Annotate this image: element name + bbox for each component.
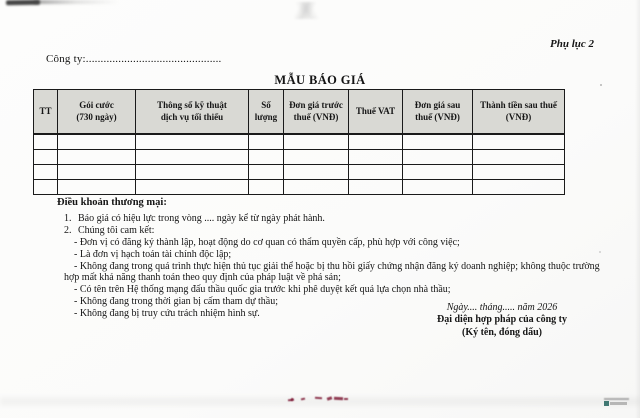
- term-item-2: 2. Chúng tôi cam kết:: [64, 225, 605, 237]
- commitment-item: - Không đang trong quá trình thực hiện t…: [64, 260, 600, 284]
- scan-speck: [599, 251, 601, 253]
- commitment-list: - Đơn vị có đăng ký thành lập, hoạt động…: [64, 237, 605, 320]
- signature-representative-title: Đại diện hợp pháp của công ty: [436, 314, 567, 326]
- table-cell: [33, 179, 58, 195]
- header-cell-thong-so: Thông số kỹ thuật dịch vụ tối thiểu: [135, 89, 249, 135]
- scan-speck: [600, 84, 602, 86]
- appendix-label: Phụ lục 2: [549, 38, 594, 50]
- header-cell-tt: TT: [33, 89, 58, 135]
- term-item-1: 1. Báo giá có hiệu lực trong vòng .... n…: [64, 213, 605, 225]
- header-cell-don-gia-sau-thue: Đơn giá sau thuế (VNĐ): [402, 89, 473, 135]
- signature-date-line: Ngày.... tháng..... năm 2026: [446, 302, 558, 313]
- commitment-item: - Không đang trong thời gian bị cấm tham…: [74, 295, 279, 307]
- table-cell: [248, 133, 284, 150]
- table-row: [33, 164, 565, 180]
- table-row: [33, 179, 565, 195]
- table-cell: [472, 179, 565, 195]
- table-cell: [33, 149, 58, 165]
- quote-table: TT Gói cước (730 ngày) Thông số kỹ thuật…: [33, 89, 565, 195]
- terms-section: Điều khoản thương mại: 1. Báo giá có hiệ…: [57, 197, 605, 320]
- scan-watermark-text-smudge: [604, 398, 629, 400]
- header-cell-goi-cuoc: Gói cước (730 ngày): [57, 89, 136, 135]
- term-text: Báo giá có hiệu lực trong vòng .... ngày…: [78, 213, 325, 225]
- table-cell: [402, 149, 473, 165]
- table-cell: [248, 149, 284, 165]
- header-cell-don-gia-truoc-thue: Đơn giá trước thuế (VNĐ): [283, 89, 349, 135]
- table-cell: [135, 164, 249, 180]
- table-cell: [135, 133, 249, 150]
- table-cell: [135, 179, 249, 195]
- table-header-row: TT Gói cước (730 ngày) Thông số kỹ thuật…: [33, 89, 565, 135]
- commitment-item: - Không đang bị truy cứu trách nhiệm hìn…: [74, 307, 260, 319]
- scan-watermark-bar: [610, 402, 627, 405]
- table-cell: [472, 133, 565, 150]
- table-cell: [57, 164, 136, 180]
- table-cell: [348, 133, 403, 150]
- red-ink-stroke: [314, 396, 323, 400]
- table-cell: [283, 149, 349, 165]
- signature-instruction: (Ký tên, đóng dấu): [461, 326, 542, 338]
- commitment-item: - Có tên trên Hệ thống mạng đấu thầu quố…: [74, 284, 451, 296]
- table-cell: [248, 164, 284, 180]
- table-cell: [33, 133, 58, 150]
- signature-block: Ngày.... tháng..... năm 2026 Đại diện hợ…: [412, 302, 592, 339]
- table-cell: [472, 149, 565, 165]
- scan-watermark-logo: [604, 401, 609, 406]
- table-cell: [135, 149, 249, 165]
- term-text: Chúng tôi cam kết:: [78, 225, 155, 237]
- table-cell: [283, 164, 349, 180]
- company-fill-in-line: Công ty:................................…: [46, 53, 222, 65]
- table-cell: [57, 133, 136, 150]
- term-number: 2.: [64, 225, 72, 237]
- terms-heading: Điều khoản thương mại:: [57, 197, 167, 208]
- header-cell-thue-vat: Thuế VAT: [348, 89, 403, 135]
- table-cell: [402, 164, 473, 180]
- scan-artifact-top-center-smudge: [256, 2, 354, 19]
- red-ink-stroke: [333, 396, 344, 401]
- table-cell: [402, 133, 473, 150]
- header-cell-thanh-tien: Thành tiền sau thuế (VNĐ): [472, 89, 565, 135]
- red-ink-stroke: [287, 398, 295, 402]
- table-cell: [348, 164, 403, 180]
- table-cell: [472, 164, 565, 180]
- scan-edge-shadow-bottom: [0, 397, 640, 406]
- red-ink-stroke: [326, 396, 333, 401]
- document-title: MẪU BÁO GIÁ: [274, 73, 366, 87]
- table-cell: [248, 179, 284, 195]
- commitment-item: - Là đơn vị hạch toán tài chính độc lập;: [74, 248, 232, 260]
- table-row: [33, 133, 565, 150]
- red-ink-stroke: [300, 397, 306, 401]
- commitment-item: - Đơn vị có đăng ký thành lập, hoạt động…: [74, 236, 460, 248]
- table-cell: [283, 133, 349, 150]
- scan-artifact-red-ink-marks: [287, 395, 352, 405]
- table-row: [33, 149, 565, 165]
- table-cell: [33, 164, 58, 180]
- scan-artifact-top-left-fade: [34, 0, 119, 4]
- table-cell: [57, 149, 136, 165]
- scan-artifact-top-left: [5, 0, 41, 6]
- red-ink-stroke: [344, 398, 348, 400]
- table-cell: [348, 179, 403, 195]
- red-ink-stroke: [290, 397, 294, 402]
- table-cell: [283, 179, 349, 195]
- table-cell: [348, 149, 403, 165]
- scan-edge-shadow-right: [635, 0, 640, 418]
- table-cell: [402, 179, 473, 195]
- term-number: 1.: [64, 213, 72, 225]
- header-cell-so-luong: Số lượng: [248, 89, 284, 135]
- table-cell: [57, 179, 136, 195]
